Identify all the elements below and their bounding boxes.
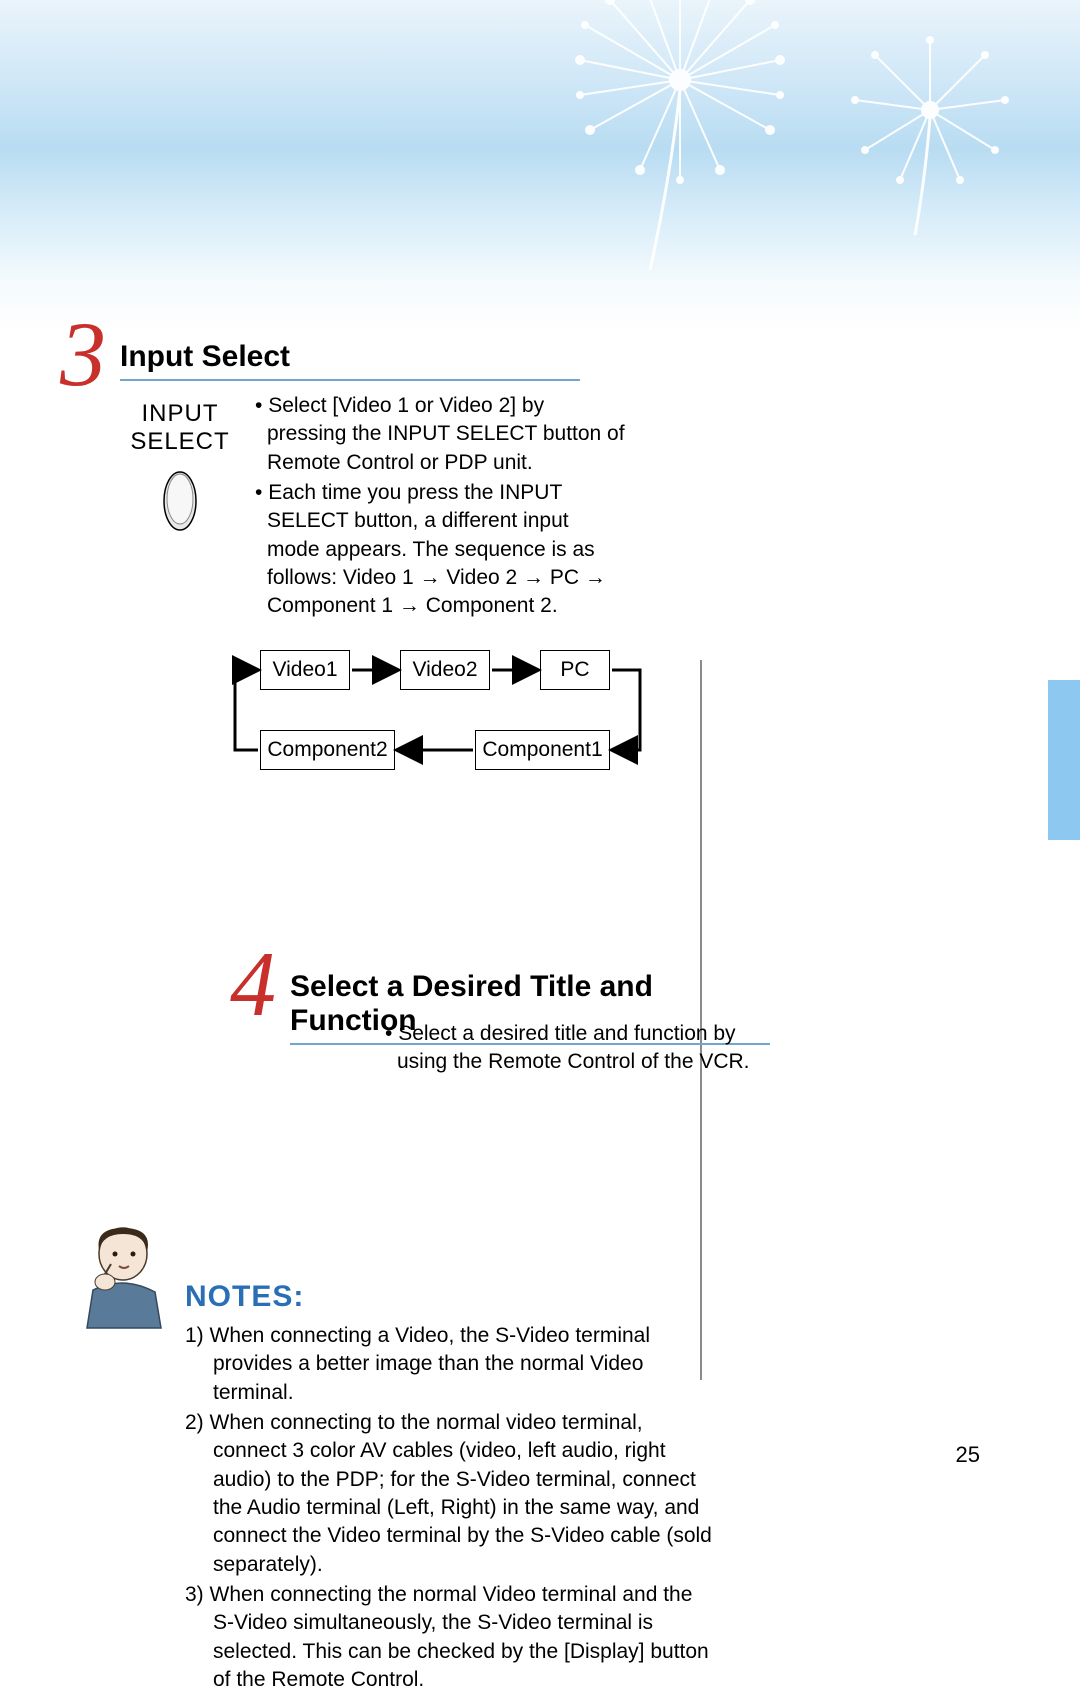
notes-heading: NOTES: [185,1280,304,1314]
step-3-bullet: Each time you press the INPUT SELECT but… [255,479,625,621]
notes-person-icon [75,1220,175,1330]
step-number-3: 3 [60,318,106,392]
input-sequence-diagram: Video1 Video2 PC Component1 Component2 [230,650,680,790]
remote-button-icon [162,470,198,532]
remote-button-label-line2: SELECT [120,428,240,456]
remote-button-label: INPUT SELECT [120,400,240,456]
step-number-4: 4 [230,948,276,1022]
step-3-bullet: Select [Video 1 or Video 2] by pressing … [255,392,625,477]
page-number: 25 [956,1442,980,1468]
notes-item: 2) When connecting to the normal video t… [185,1409,715,1579]
step-3-bullets: Select [Video 1 or Video 2] by pressing … [255,392,625,623]
notes-item: 1) When connecting a Video, the S-Video … [185,1322,715,1407]
flow-connectors-icon [230,650,680,790]
step-3-title: Input Select [120,340,580,381]
notes-item: 3) When connecting the normal Video term… [185,1581,715,1694]
notes-list: 1) When connecting a Video, the S-Video … [185,1322,715,1696]
remote-button-label-line1: INPUT [120,400,240,428]
step-4-bullet: Select a desired title and function by u… [385,1020,775,1077]
step-4-bullets: Select a desired title and function by u… [385,1020,775,1079]
